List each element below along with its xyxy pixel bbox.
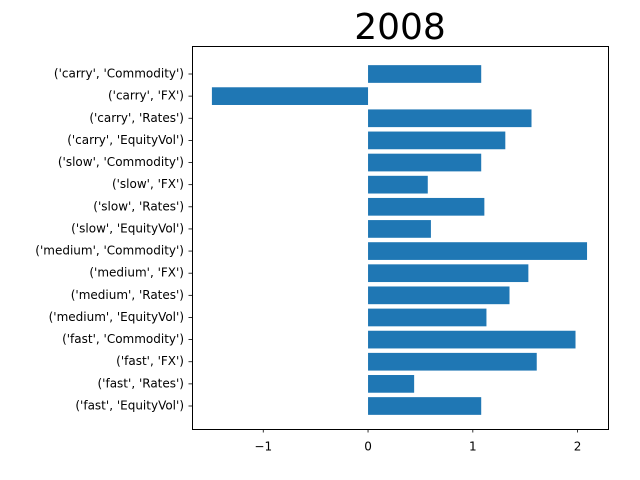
bar (212, 87, 368, 105)
x-tick-label: 2 (574, 440, 582, 454)
y-tick-label: ('slow', 'Commodity') (58, 155, 184, 169)
bar (368, 375, 414, 393)
bar (368, 331, 575, 349)
y-tick-label: ('fast', 'Rates') (98, 376, 185, 390)
y-tick-label: ('fast', 'Commodity') (62, 332, 184, 346)
bar (368, 353, 537, 371)
y-tick-label: ('slow', 'FX') (112, 177, 184, 191)
bar (368, 132, 505, 150)
bar (368, 309, 486, 327)
x-tick-label: 1 (469, 440, 477, 454)
y-tick-label: ('fast', 'FX') (116, 354, 184, 368)
x-tick-label: 0 (364, 440, 372, 454)
y-tick-label: ('carry', 'EquityVol') (67, 133, 184, 147)
y-tick-labels: ('carry', 'Commodity') ('carry', 'FX') ('c… (35, 67, 192, 413)
bar (368, 242, 587, 260)
bar (368, 264, 528, 282)
bar (368, 220, 431, 238)
y-tick-label: ('fast', 'EquityVol') (75, 399, 184, 413)
bar (368, 176, 428, 194)
bar (368, 65, 481, 83)
y-tick-label: ('medium', 'Commodity') (35, 244, 184, 258)
x-tick-label: −1 (254, 440, 272, 454)
chart-title: 2008 (354, 7, 446, 48)
y-tick-label: ('carry', 'Rates') (89, 111, 184, 125)
x-ticks: −1 0 1 2 (254, 429, 581, 454)
y-tick-label: ('slow', 'Rates') (93, 199, 184, 213)
y-tick-label: ('carry', 'FX') (108, 89, 184, 103)
bar (368, 109, 531, 127)
y-tick-label: ('carry', 'Commodity') (54, 67, 184, 81)
bar (368, 154, 481, 172)
y-tick-label: ('medium', 'FX') (89, 266, 184, 280)
y-tick-label: ('slow', 'EquityVol') (71, 221, 184, 235)
y-tick-label: ('medium', 'EquityVol') (49, 310, 184, 324)
bar (368, 286, 509, 304)
y-tick-label: ('medium', 'Rates') (71, 288, 184, 302)
bar (368, 198, 484, 216)
bar (368, 397, 481, 415)
bars-group (212, 65, 587, 415)
